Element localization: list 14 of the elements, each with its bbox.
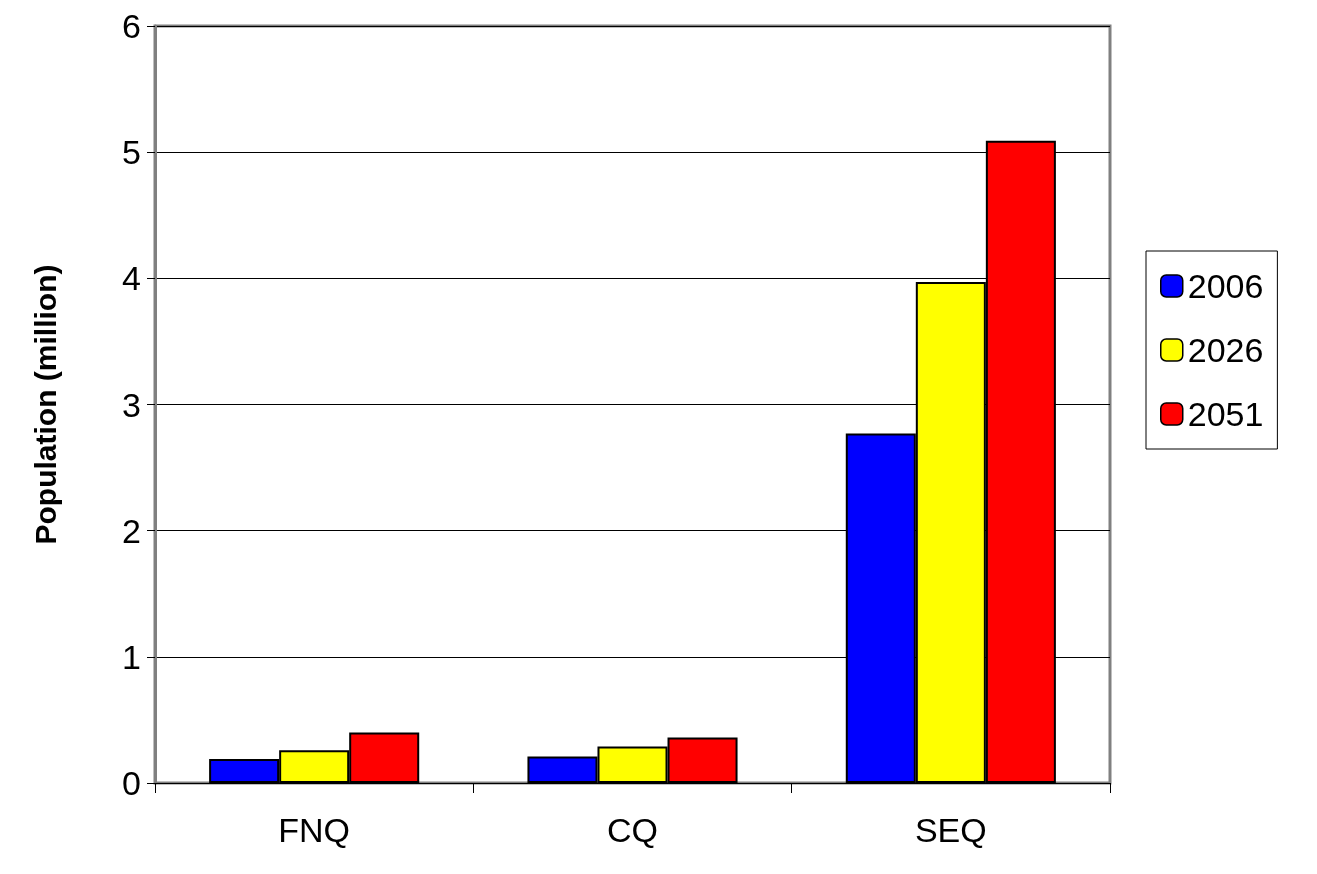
y-tick-label: 2: [122, 511, 141, 550]
y-tick-label: 5: [122, 133, 141, 172]
x-tick-label: FNQ: [278, 811, 351, 849]
x-tick-label: SEQ: [914, 811, 987, 849]
y-axis-title: Population (million): [28, 264, 62, 545]
legend-label: 2026: [1187, 331, 1264, 369]
legend-label: 2051: [1187, 395, 1264, 433]
y-tick-label: 0: [122, 764, 141, 802]
y-tick-label: 6: [122, 7, 141, 45]
x-tick-label: CQ: [607, 811, 658, 849]
y-tick-label: 1: [122, 637, 141, 676]
y-tick-label: 4: [122, 259, 141, 298]
legend-label: 2006: [1187, 267, 1264, 305]
y-tick-label: 3: [122, 385, 141, 424]
